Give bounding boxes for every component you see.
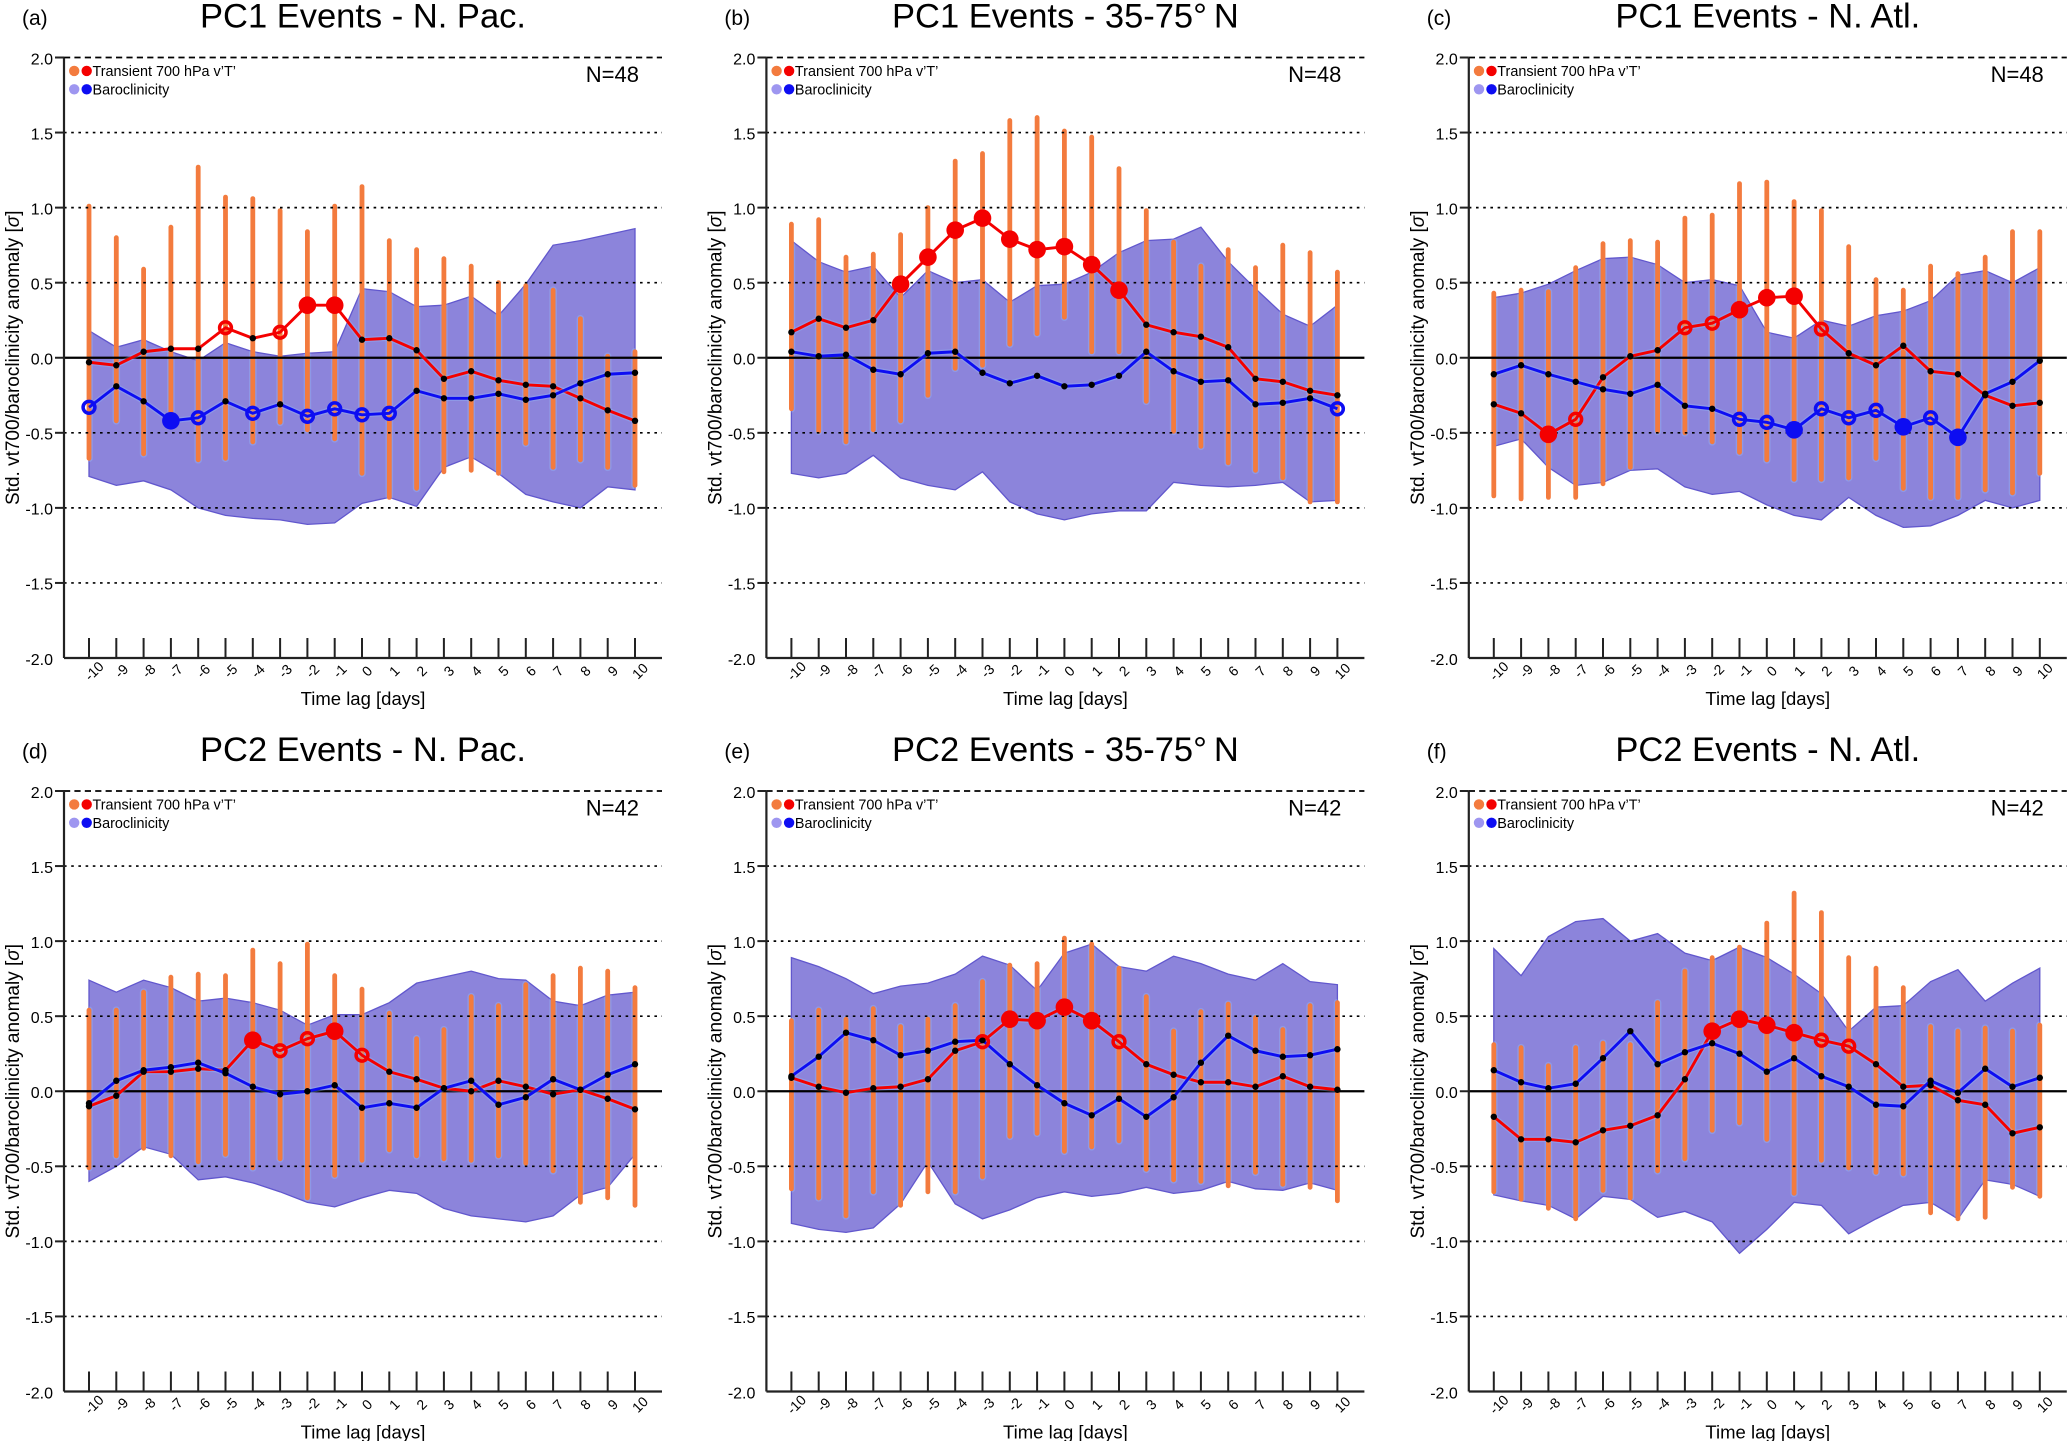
svg-text:2.0: 2.0 bbox=[733, 785, 755, 802]
svg-text:Baroclinicity: Baroclinicity bbox=[93, 83, 171, 99]
svg-text:-0.5: -0.5 bbox=[1430, 427, 1458, 444]
svg-text:Transient 700 hPa v’T’: Transient 700 hPa v’T’ bbox=[93, 64, 236, 80]
svg-text:2.0: 2.0 bbox=[1436, 51, 1458, 68]
svg-text:-1.0: -1.0 bbox=[25, 1235, 53, 1252]
svg-text:1.5: 1.5 bbox=[31, 860, 53, 877]
svg-text:(c): (c) bbox=[1427, 7, 1452, 30]
svg-text:Transient 700 hPa v’T’: Transient 700 hPa v’T’ bbox=[795, 798, 938, 814]
svg-text:PC1 Events - N. Pac.: PC1 Events - N. Pac. bbox=[200, 0, 526, 36]
svg-text:Std. vt700/baroclinicity anoma: Std. vt700/baroclinicity anomaly [σ] bbox=[1408, 211, 1429, 506]
svg-text:Baroclinicity: Baroclinicity bbox=[1497, 816, 1575, 832]
svg-text:0.0: 0.0 bbox=[733, 352, 755, 369]
svg-text:-2.0: -2.0 bbox=[1430, 652, 1458, 669]
svg-text:-0.5: -0.5 bbox=[25, 427, 53, 444]
svg-text:-1.5: -1.5 bbox=[728, 577, 756, 594]
svg-text:0.0: 0.0 bbox=[1436, 1085, 1458, 1102]
svg-text:0.5: 0.5 bbox=[1436, 1010, 1458, 1027]
svg-text:Time lag [days]: Time lag [days] bbox=[301, 1422, 426, 1442]
svg-text:Transient 700 hPa v’T’: Transient 700 hPa v’T’ bbox=[795, 64, 938, 80]
svg-text:Time lag [days]: Time lag [days] bbox=[1003, 688, 1128, 709]
svg-text:1.5: 1.5 bbox=[733, 126, 755, 143]
svg-text:N=48: N=48 bbox=[1991, 62, 2044, 87]
svg-text:1.0: 1.0 bbox=[31, 201, 53, 218]
svg-text:1.5: 1.5 bbox=[733, 860, 755, 877]
svg-text:0.5: 0.5 bbox=[31, 276, 53, 293]
svg-text:PC1 Events - 35-75° N: PC1 Events - 35-75° N bbox=[892, 0, 1239, 36]
svg-text:0.0: 0.0 bbox=[733, 1085, 755, 1102]
svg-text:-1.5: -1.5 bbox=[25, 1310, 53, 1327]
svg-text:-1.0: -1.0 bbox=[728, 502, 756, 519]
svg-text:(d): (d) bbox=[22, 741, 48, 764]
svg-text:-1.0: -1.0 bbox=[25, 502, 53, 519]
svg-text:N=48: N=48 bbox=[586, 62, 639, 87]
svg-text:1.0: 1.0 bbox=[31, 935, 53, 952]
svg-text:Std. vt700/baroclinicity anoma: Std. vt700/baroclinicity anomaly [σ] bbox=[3, 944, 24, 1239]
svg-text:-1.5: -1.5 bbox=[1430, 577, 1458, 594]
svg-text:1.0: 1.0 bbox=[1436, 201, 1458, 218]
svg-text:Time lag [days]: Time lag [days] bbox=[1003, 1422, 1128, 1442]
svg-text:Baroclinicity: Baroclinicity bbox=[795, 816, 873, 832]
svg-text:Std. vt700/baroclinicity anoma: Std. vt700/baroclinicity anomaly [σ] bbox=[705, 211, 726, 506]
svg-text:Time lag [days]: Time lag [days] bbox=[1705, 688, 1830, 709]
svg-text:1.0: 1.0 bbox=[1436, 935, 1458, 952]
svg-text:1.5: 1.5 bbox=[1436, 860, 1458, 877]
svg-text:N=42: N=42 bbox=[586, 796, 639, 821]
svg-text:N=42: N=42 bbox=[1991, 796, 2044, 821]
svg-text:-2.0: -2.0 bbox=[1430, 1385, 1458, 1402]
svg-text:Std. vt700/baroclinicity anoma: Std. vt700/baroclinicity anomaly [σ] bbox=[3, 211, 24, 506]
svg-text:-1.5: -1.5 bbox=[1430, 1310, 1458, 1327]
svg-text:PC2 Events - N. Pac.: PC2 Events - N. Pac. bbox=[200, 731, 526, 769]
svg-text:-2.0: -2.0 bbox=[728, 652, 756, 669]
svg-text:0.5: 0.5 bbox=[733, 276, 755, 293]
svg-text:0.5: 0.5 bbox=[1436, 276, 1458, 293]
svg-text:(b): (b) bbox=[724, 7, 750, 30]
svg-text:Std. vt700/baroclinicity anoma: Std. vt700/baroclinicity anomaly [σ] bbox=[1408, 944, 1429, 1239]
svg-text:1.5: 1.5 bbox=[31, 126, 53, 143]
svg-text:0.0: 0.0 bbox=[1436, 352, 1458, 369]
svg-text:Baroclinicity: Baroclinicity bbox=[93, 816, 171, 832]
svg-text:N=42: N=42 bbox=[1288, 796, 1341, 821]
svg-text:Transient 700 hPa v’T’: Transient 700 hPa v’T’ bbox=[93, 798, 236, 814]
svg-text:Time lag [days]: Time lag [days] bbox=[301, 688, 426, 709]
svg-text:(a): (a) bbox=[22, 7, 48, 30]
svg-text:1.5: 1.5 bbox=[1436, 126, 1458, 143]
svg-text:Time lag [days]: Time lag [days] bbox=[1705, 1422, 1830, 1442]
svg-text:2.0: 2.0 bbox=[1436, 785, 1458, 802]
svg-text:Baroclinicity: Baroclinicity bbox=[1497, 83, 1575, 99]
svg-text:1.0: 1.0 bbox=[733, 201, 755, 218]
svg-text:0.0: 0.0 bbox=[31, 1085, 53, 1102]
svg-text:0.0: 0.0 bbox=[31, 352, 53, 369]
svg-text:Std. vt700/baroclinicity anoma: Std. vt700/baroclinicity anomaly [σ] bbox=[705, 944, 726, 1239]
svg-text:Transient 700 hPa v’T’: Transient 700 hPa v’T’ bbox=[1497, 798, 1640, 814]
svg-text:-1.0: -1.0 bbox=[728, 1235, 756, 1252]
svg-text:2.0: 2.0 bbox=[31, 785, 53, 802]
svg-text:1.0: 1.0 bbox=[733, 935, 755, 952]
svg-text:-0.5: -0.5 bbox=[1430, 1160, 1458, 1177]
svg-text:-2.0: -2.0 bbox=[25, 1385, 53, 1402]
svg-text:-0.5: -0.5 bbox=[728, 1160, 756, 1177]
svg-text:-2.0: -2.0 bbox=[728, 1385, 756, 1402]
svg-text:(e): (e) bbox=[724, 741, 750, 764]
svg-text:-0.5: -0.5 bbox=[25, 1160, 53, 1177]
svg-text:-1.5: -1.5 bbox=[25, 577, 53, 594]
svg-text:-2.0: -2.0 bbox=[25, 652, 53, 669]
svg-text:PC2 Events - 35-75° N: PC2 Events - 35-75° N bbox=[892, 731, 1239, 769]
svg-text:Transient 700 hPa v’T’: Transient 700 hPa v’T’ bbox=[1497, 64, 1640, 80]
svg-text:0.5: 0.5 bbox=[31, 1010, 53, 1027]
svg-text:2.0: 2.0 bbox=[31, 51, 53, 68]
svg-text:(f): (f) bbox=[1427, 741, 1447, 764]
svg-text:-1.0: -1.0 bbox=[1430, 1235, 1458, 1252]
svg-text:Baroclinicity: Baroclinicity bbox=[795, 83, 873, 99]
svg-text:N=48: N=48 bbox=[1288, 62, 1341, 87]
svg-text:-1.0: -1.0 bbox=[1430, 502, 1458, 519]
svg-text:-0.5: -0.5 bbox=[728, 427, 756, 444]
svg-text:0.5: 0.5 bbox=[733, 1010, 755, 1027]
svg-text:PC2 Events - N. Atl.: PC2 Events - N. Atl. bbox=[1615, 731, 1920, 769]
svg-text:-1.5: -1.5 bbox=[728, 1310, 756, 1327]
svg-text:PC1 Events - N. Atl.: PC1 Events - N. Atl. bbox=[1615, 0, 1920, 36]
svg-text:2.0: 2.0 bbox=[733, 51, 755, 68]
